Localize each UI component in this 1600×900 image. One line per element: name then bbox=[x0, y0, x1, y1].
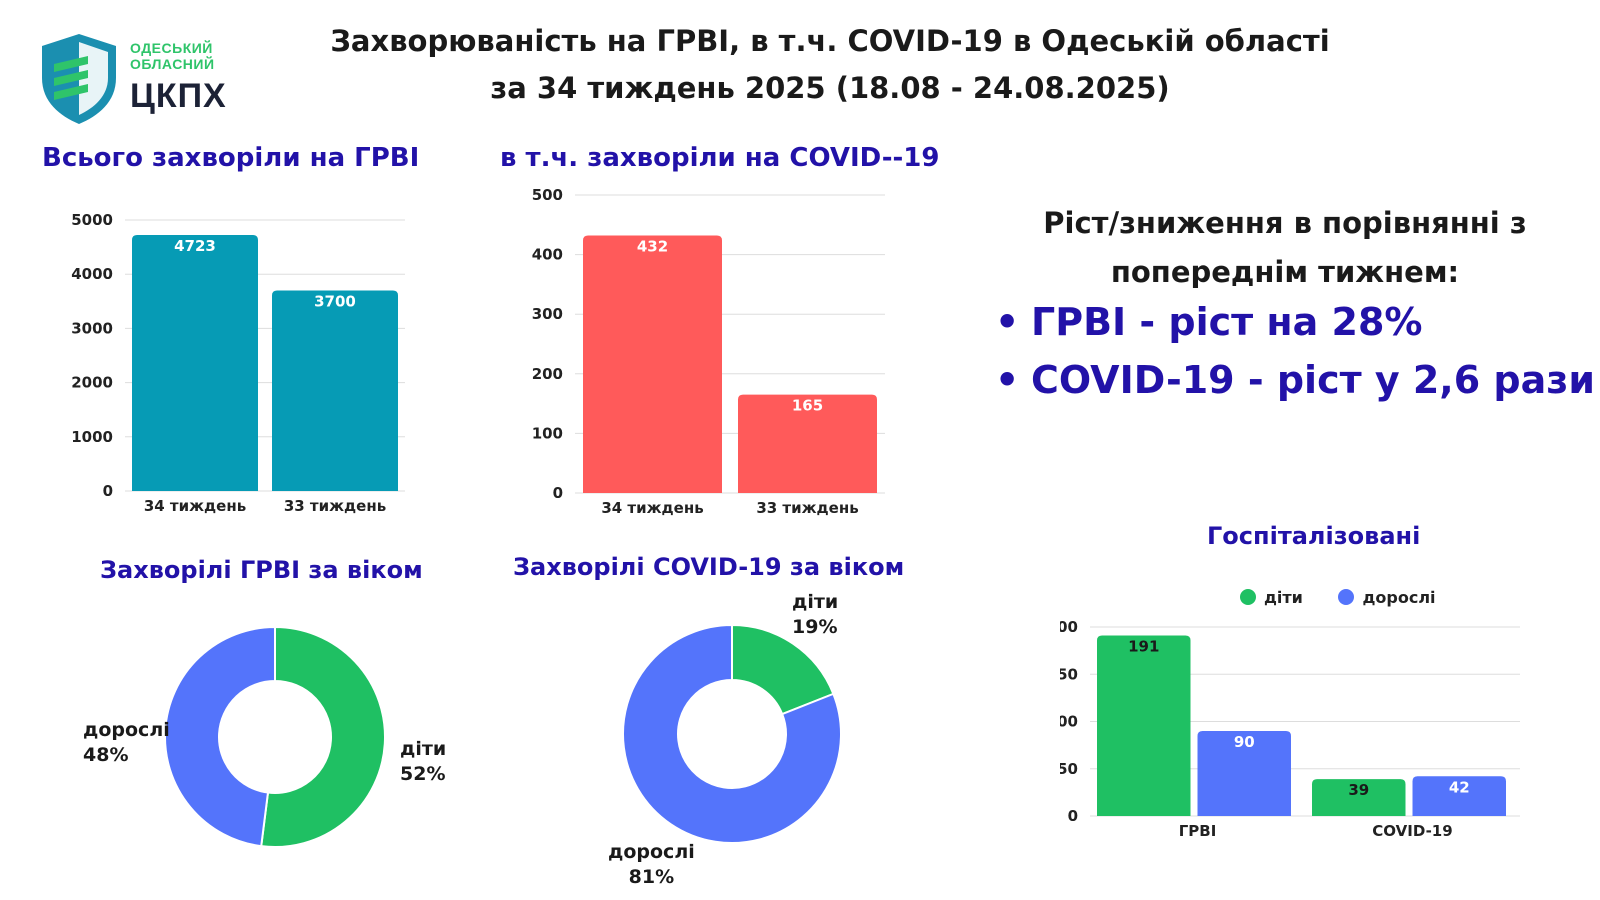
y-tick-label: 100 bbox=[532, 424, 563, 442]
y-tick-label: 3000 bbox=[71, 319, 113, 337]
grvi-total-chart: 0 1000 2000 3000 4000 5000 4723 34 тиждень 3700 3… bbox=[71, 211, 405, 515]
logo-text: ОДЕСЬКИЙ ОБЛАСНИЙ ЦКПХ bbox=[130, 40, 227, 114]
legend-dot-icon bbox=[1338, 589, 1355, 605]
logo-line2: ОБЛАСНИЙ bbox=[130, 56, 215, 72]
x-category-label: COVID-19 bbox=[1372, 822, 1452, 840]
pie-slice bbox=[623, 625, 841, 843]
y-tick-label: 200 bbox=[532, 365, 563, 383]
bullet-icon: • bbox=[995, 300, 1020, 344]
x-category-label: 33 тиждень bbox=[284, 497, 386, 515]
y-tick-label: 500 bbox=[532, 186, 563, 204]
covid-total-title: в т.ч. захворіли на COVID--19 bbox=[500, 143, 940, 173]
legend-dot-icon bbox=[1240, 589, 1256, 605]
hospitalized-chart: 0 50 100 150 200 191 90 ГРВІ 39 42 COVID-19 bbox=[1060, 620, 1520, 840]
growth-item-grvi: • ГРВІ - ріст на 28% bbox=[995, 300, 1423, 344]
pie-slice bbox=[165, 627, 276, 847]
page-title-line1: Захворюваність на ГРВІ, в т.ч. COVID-19 … bbox=[330, 24, 1330, 58]
y-tick-label: 1000 bbox=[71, 428, 113, 446]
y-tick-label: 0 bbox=[553, 484, 563, 502]
bar bbox=[583, 235, 722, 493]
bullet-icon: • bbox=[995, 358, 1020, 402]
grvi-age-title: Захворілі ГРВІ за віком bbox=[100, 556, 423, 584]
y-tick-label: 4000 bbox=[71, 265, 113, 283]
bar bbox=[1312, 779, 1406, 816]
bar-value-label: 191 bbox=[1128, 638, 1159, 656]
x-category-label: 34 тиждень bbox=[144, 497, 246, 515]
y-tick-label: 150 bbox=[1060, 665, 1078, 683]
pie-label-children: діти 19% bbox=[792, 591, 839, 638]
bar-value-label: 4723 bbox=[174, 237, 216, 255]
x-category-label: 33 тиждень bbox=[756, 499, 858, 517]
bar bbox=[1197, 730, 1291, 816]
pie-slice bbox=[260, 627, 385, 847]
bar-value-label: 90 bbox=[1234, 733, 1255, 751]
bar bbox=[132, 235, 258, 491]
logo-line1: ОДЕСЬКИЙ bbox=[130, 40, 213, 56]
pie-label-children: діти 52% bbox=[400, 738, 447, 785]
pie-label-adults: дорослі 81% bbox=[608, 841, 695, 888]
growth-heading-line1: Ріст/зниження в порівнянні з bbox=[1043, 206, 1527, 240]
bar bbox=[272, 290, 398, 491]
pie-label-adults: дорослі 48% bbox=[83, 719, 170, 766]
growth-item-covid: • COVID-19 - ріст у 2,6 рази bbox=[995, 358, 1595, 402]
bar-value-label: 3700 bbox=[314, 292, 356, 310]
logo-big: ЦКПХ bbox=[130, 77, 227, 115]
x-category-label: 34 тиждень bbox=[601, 499, 703, 517]
legend-item-adults: дорослі bbox=[1338, 588, 1436, 607]
bar bbox=[1412, 776, 1506, 816]
grvi-age-donut bbox=[165, 627, 385, 847]
growth-item-grvi-text: ГРВІ - ріст на 28% bbox=[1031, 300, 1423, 344]
y-tick-label: 400 bbox=[532, 246, 563, 264]
covid-age-donut bbox=[623, 625, 841, 843]
growth-item-covid-text: COVID-19 - ріст у 2,6 рази bbox=[1031, 358, 1595, 402]
y-tick-label: 0 bbox=[1068, 807, 1078, 825]
covid-age-title: Захворілі COVID-19 за віком bbox=[513, 553, 905, 581]
bar bbox=[1097, 635, 1191, 816]
bar-value-label: 165 bbox=[792, 397, 823, 415]
bar-value-label: 432 bbox=[637, 238, 668, 256]
y-tick-label: 5000 bbox=[71, 211, 113, 229]
y-tick-label: 2000 bbox=[71, 374, 113, 392]
y-tick-label: 100 bbox=[1060, 713, 1078, 731]
hospitalized-title: Госпіталізовані bbox=[1207, 522, 1421, 550]
growth-heading-line2: попереднім тижнем: bbox=[1110, 255, 1460, 289]
bar-value-label: 39 bbox=[1348, 781, 1369, 799]
y-tick-label: 0 bbox=[103, 482, 113, 500]
y-tick-label: 50 bbox=[1060, 760, 1078, 778]
y-tick-label: 300 bbox=[532, 305, 563, 323]
logo-shield-icon bbox=[42, 34, 116, 124]
bar-value-label: 42 bbox=[1449, 778, 1470, 796]
hospitalized-legend: діти дорослі bbox=[1240, 588, 1466, 607]
y-tick-label: 200 bbox=[1060, 620, 1078, 636]
legend-item-children: діти bbox=[1240, 588, 1303, 607]
page-title-line2: за 34 тиждень 2025 (18.08 - 24.08.2025) bbox=[490, 71, 1170, 105]
x-category-label: ГРВІ bbox=[1179, 822, 1217, 840]
bar bbox=[738, 394, 877, 493]
covid-total-chart: 0 100 200 300 400 500 432 34 тиждень 165 33 тижде… bbox=[532, 186, 885, 517]
grvi-total-title: Всього захворіли на ГРВІ bbox=[42, 143, 420, 173]
